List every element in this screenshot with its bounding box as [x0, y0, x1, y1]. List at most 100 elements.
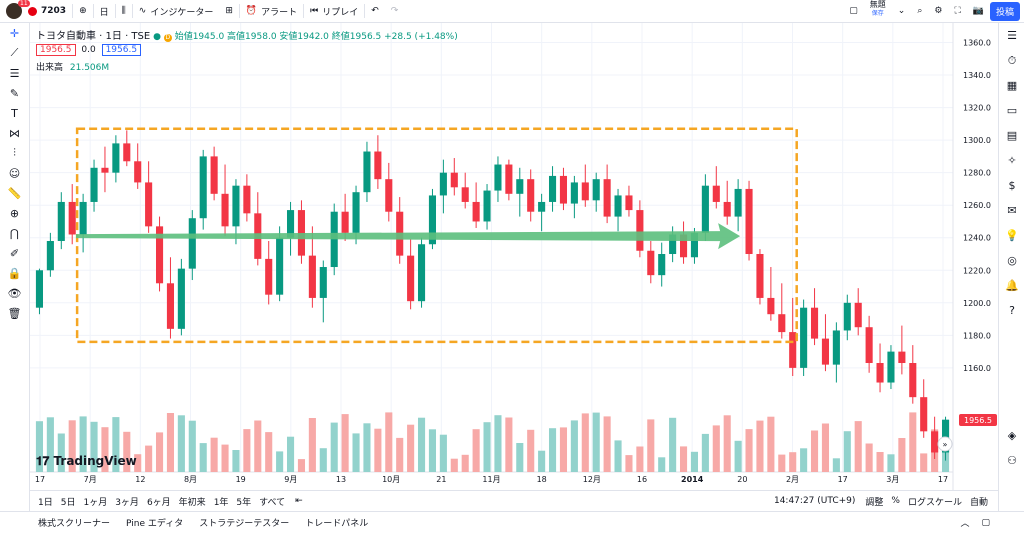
ruler-icon[interactable]: 📏 [7, 186, 22, 200]
text-icon[interactable]: T [11, 106, 18, 120]
panel-tab-2[interactable]: ストラテジーテスター [199, 519, 290, 529]
x-tick-13: 2014 [681, 475, 704, 484]
adjust-toggle[interactable]: 調整 [865, 497, 884, 508]
clock-display[interactable]: 14:47:27 (UTC+9) [773, 496, 856, 506]
indicators-button[interactable]: ∿ インジケーター [133, 0, 220, 22]
candle-body-64 [734, 188, 742, 217]
alert-button[interactable]: ⏰ アラート [240, 0, 303, 22]
calendar-icon[interactable]: ▦ [1006, 79, 1018, 92]
date-range-icon[interactable]: ⇤ [295, 496, 303, 506]
redo-button[interactable]: ↷ [385, 0, 405, 22]
timeframe-6[interactable]: 1年 [213, 497, 229, 508]
volume-bar-45 [527, 429, 535, 472]
panel-tab-0[interactable]: 株式スクリーナー [38, 519, 111, 529]
timeframe-7[interactable]: 5年 [236, 497, 252, 508]
layout-select-button[interactable]: ▢ [843, 0, 864, 22]
candle-body-48 [559, 175, 568, 204]
x-tick-12: 16 [637, 475, 647, 484]
volume-bar-5 [90, 421, 98, 472]
timeframe-0[interactable]: 1日 [38, 497, 53, 508]
log-toggle[interactable]: ログスケール [907, 497, 962, 508]
volume-bar-65 [745, 429, 753, 472]
sell-button[interactable]: 1956.5 [36, 44, 76, 56]
interval-button[interactable]: 日 [99, 7, 109, 18]
volume-bar-3 [68, 420, 76, 472]
indicators-icon: ∿ [138, 6, 147, 16]
pattern-icon[interactable]: ⋈ [9, 126, 20, 140]
replay-button[interactable]: ⏮ リプレイ [304, 0, 364, 22]
help-icon[interactable]: ? [1009, 304, 1015, 317]
zoom-icon[interactable]: ⊕ [9, 206, 20, 220]
eye-icon[interactable]: 👁 [7, 286, 22, 300]
layouts-button[interactable]: ⊞ [219, 0, 239, 22]
collapse-icon[interactable]: ︿ [960, 519, 970, 529]
candle-body-39 [461, 187, 469, 202]
avatar[interactable]: 11 [6, 0, 30, 19]
candle-body-54 [625, 195, 633, 211]
search-button[interactable]: ⌕ [911, 0, 928, 22]
publish-button[interactable]: 投稿 [989, 1, 1020, 21]
messages-icon[interactable]: ✉ [1007, 204, 1017, 217]
candle-body-15 [199, 156, 207, 219]
candle-body-3 [68, 201, 76, 235]
calculator-icon[interactable]: ▤ [1006, 129, 1018, 142]
fullscreen-icon: ⛶ [954, 6, 961, 16]
symbol-search[interactable]: 7203 [22, 0, 72, 22]
emoji-icon[interactable]: ☺ [8, 166, 21, 180]
crosshair-icon[interactable]: ✛ [9, 26, 20, 40]
lightbulb-icon[interactable]: 💡 [1005, 229, 1019, 242]
compare-button[interactable]: ⊕ [73, 0, 93, 22]
square-icon: ▢ [849, 6, 858, 16]
maximize-icon[interactable]: ▢ [981, 517, 990, 528]
data-window-icon[interactable]: ⚇ [1007, 454, 1017, 467]
chevron-down-icon: ⌄ [897, 6, 906, 16]
candle-body-22 [276, 237, 284, 295]
volume-value: 21.506M [69, 63, 110, 73]
timeframe-3[interactable]: 3ヶ月 [115, 497, 139, 508]
save-menu-button[interactable]: ⌄ [892, 0, 912, 22]
broadcast-icon[interactable]: ◎ [1007, 254, 1017, 267]
fullscreen-button[interactable]: ⛶ [948, 0, 966, 22]
forecast-icon[interactable]: ⫶ [13, 146, 16, 159]
save-button[interactable]: 無題 保存 [864, 0, 892, 22]
bell-icon[interactable]: 🔔 [1005, 279, 1019, 292]
dollar-icon[interactable]: $ [1008, 179, 1016, 192]
settings-button[interactable]: ⚙ [928, 0, 948, 22]
volume-bar-33 [396, 437, 404, 472]
watchlist-icon[interactable]: ☰ [1007, 29, 1017, 42]
candle-body-73 [832, 330, 840, 365]
x-tick-15: 2月 [786, 475, 799, 484]
legend-title[interactable]: トヨタ自動車 · 1日 · TSE [36, 31, 151, 42]
buy-button[interactable]: 1956.5 [101, 44, 142, 56]
fib-icon[interactable]: ☰ [9, 66, 20, 80]
auto-toggle[interactable]: 自動 [969, 497, 988, 508]
panel-tab-3[interactable]: トレードパネル [305, 519, 369, 529]
timeframe-4[interactable]: 6ヶ月 [146, 497, 171, 508]
trash-icon[interactable]: 🗑 [7, 306, 22, 320]
brush-icon[interactable]: ✎ [9, 86, 20, 100]
timeframe-8[interactable]: すべて [259, 497, 286, 508]
chat-icon[interactable]: ▭ [1006, 104, 1018, 117]
snapshot-button[interactable]: 📷 [967, 0, 990, 22]
ideas-icon[interactable]: ✧ [1007, 154, 1017, 167]
magnet-icon[interactable]: ⋂ [9, 226, 20, 240]
volume-bar-10 [145, 445, 153, 472]
timeframe-2[interactable]: 1ヶ月 [83, 497, 108, 508]
notification-badge: 11 [18, 0, 30, 7]
layers-icon[interactable]: ◈ [1007, 429, 1017, 442]
volume-bar-47 [548, 428, 557, 472]
candle-body-49 [570, 182, 578, 204]
undo-button[interactable]: ↶ [365, 0, 385, 22]
lock-icon[interactable]: 🔒 [7, 266, 22, 280]
timeframe-1[interactable]: 5日 [60, 497, 76, 508]
candle-body-40 [472, 201, 480, 222]
chart-type-button[interactable]: ⫼ [116, 0, 132, 22]
trendline-icon[interactable]: ⟋ [10, 46, 19, 59]
clock-icon[interactable]: ⏱ [1007, 53, 1017, 67]
timeframe-5[interactable]: 年初来 [178, 497, 206, 508]
replay-label: リプレイ [322, 7, 359, 18]
lock-drawing-icon[interactable]: ✐ [9, 246, 20, 260]
panel-tab-1[interactable]: Pine エディタ [126, 519, 184, 529]
percent-toggle[interactable]: % [891, 496, 900, 506]
